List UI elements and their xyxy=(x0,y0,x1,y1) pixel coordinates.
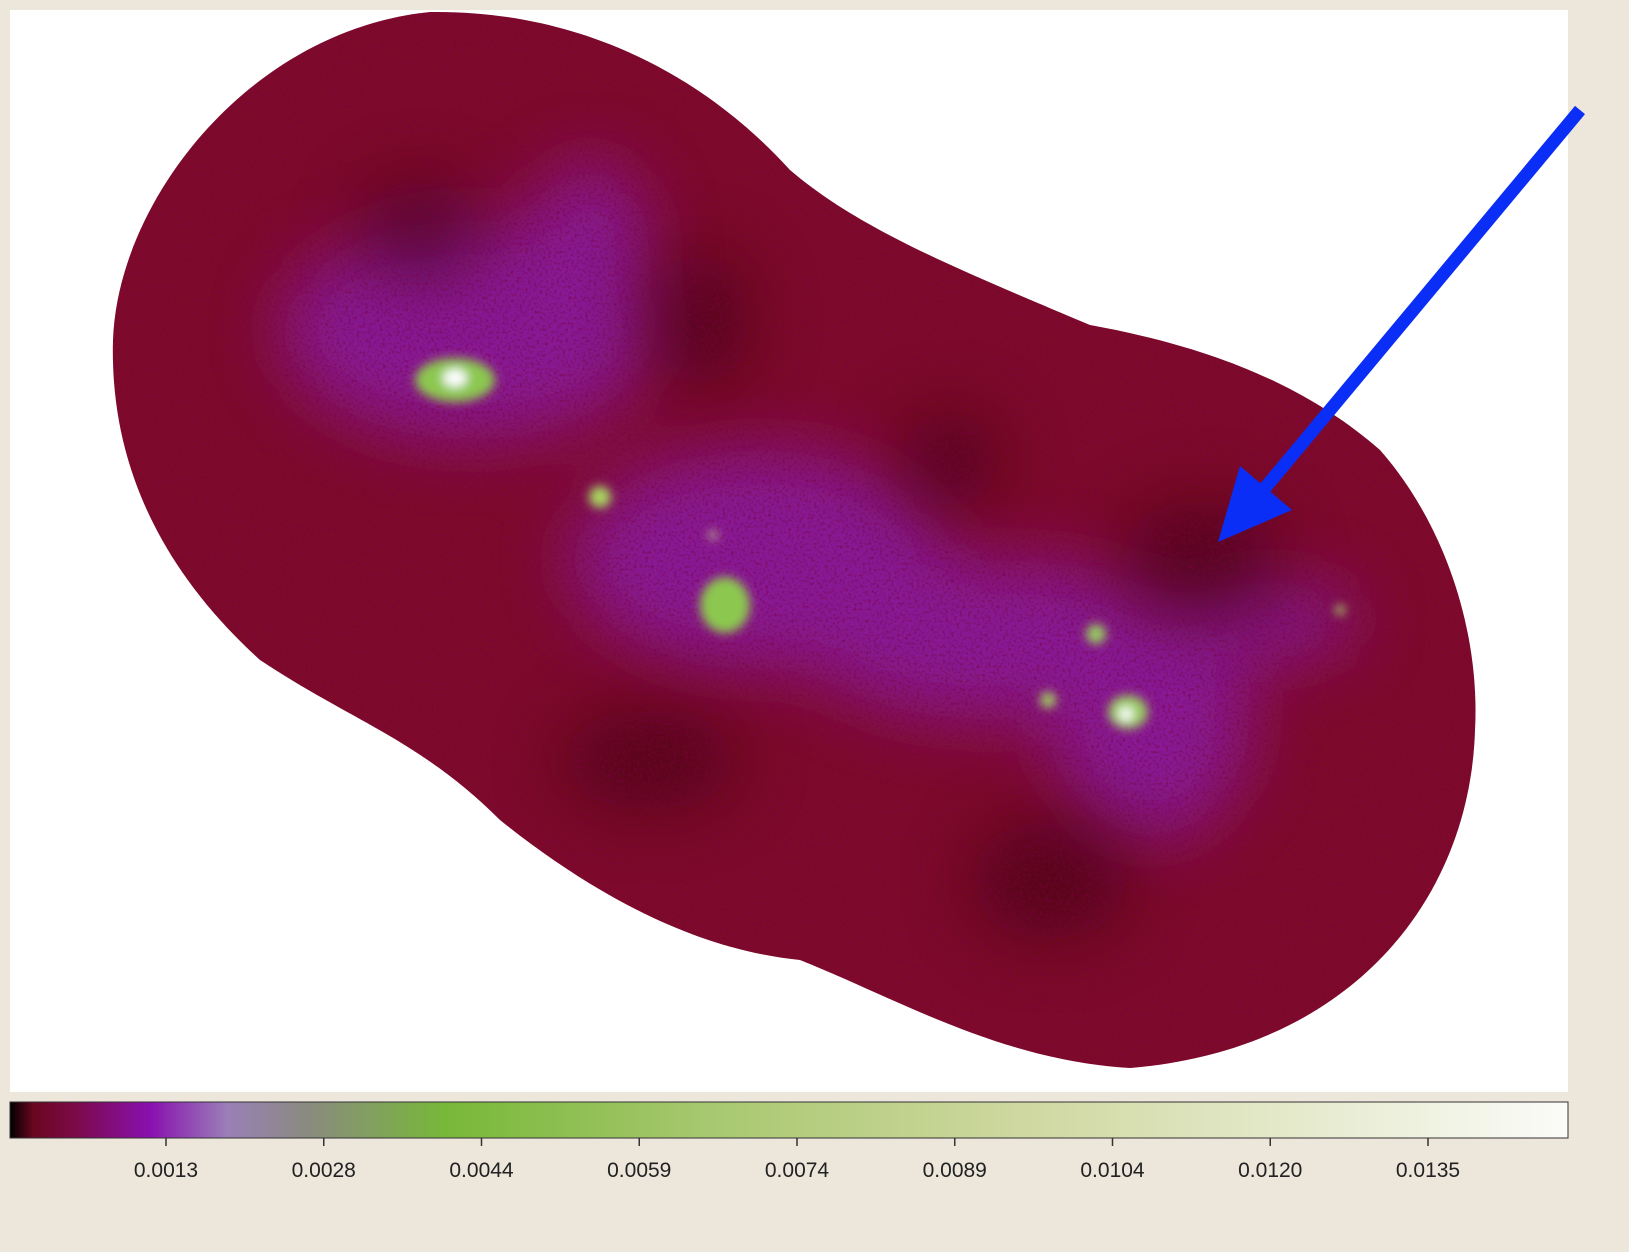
tick-label: 0.0059 xyxy=(607,1159,671,1182)
tick-label: 0.0104 xyxy=(1080,1159,1145,1182)
app-window: 0.0013 0.0028 0.0044 0.0059 0.0074 0.0089 0.01… xyxy=(0,0,1629,1252)
tick-label: 0.0044 xyxy=(449,1159,514,1182)
colorbar-ticks: 0.0013 0.0028 0.0044 0.0059 0.0074 0.0089 0.01… xyxy=(134,1138,1460,1182)
tick-label: 0.0089 xyxy=(923,1159,987,1182)
colorbar xyxy=(10,1102,1568,1138)
tick-label: 0.0135 xyxy=(1396,1159,1460,1182)
viewer: 0.0013 0.0028 0.0044 0.0059 0.0074 0.0089 0.01… xyxy=(0,0,1629,1252)
tick-label: 0.0013 xyxy=(134,1159,198,1182)
tick-label: 0.0120 xyxy=(1238,1159,1302,1182)
tick-label: 0.0074 xyxy=(765,1159,830,1182)
tick-label: 0.0028 xyxy=(292,1159,356,1182)
